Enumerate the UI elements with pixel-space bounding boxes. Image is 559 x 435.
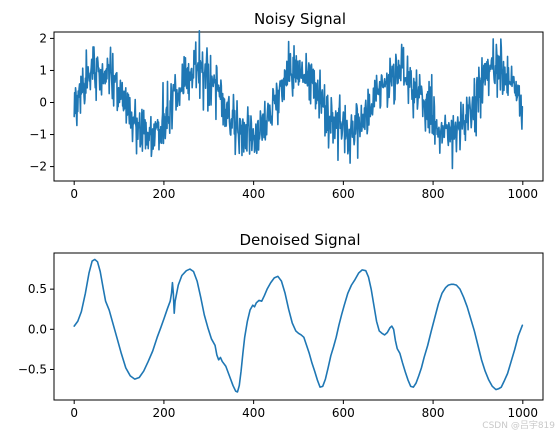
noisy-signal-x-tick-label: 400 [242, 187, 265, 201]
noisy-signal-plot-frame [53, 31, 544, 182]
noisy-signal-y-tick-label: 1 [39, 63, 47, 77]
watermark: CSDN @吕宇819 [482, 421, 555, 431]
noisy-signal-y-tick-label: −1 [29, 128, 47, 142]
noisy-signal-y-tick-label: 2 [39, 31, 47, 45]
denoised-signal-x-tick-label: 400 [242, 406, 265, 420]
noisy-signal-x-ticks: 0 200 400 600 800 1000 [70, 181, 538, 201]
noisy-signal-x-tick-label: 200 [152, 187, 175, 201]
denoised-signal-x-tick-label: 600 [332, 406, 355, 420]
noisy-signal-x-tick-label: 800 [422, 187, 445, 201]
denoised-signal-x-tick-label: 800 [422, 406, 445, 420]
noisy-signal-x-tick-label: 600 [332, 187, 355, 201]
denoised-signal-y-tick-label: 0.0 [28, 322, 47, 336]
noisy-signal-y-tick-label: −2 [29, 160, 47, 174]
noisy-signal-x-tick-label: 1000 [508, 187, 539, 201]
denoised-signal-plot-frame [53, 252, 544, 401]
noisy-signal-x-tick-label: 0 [70, 187, 78, 201]
noisy-signal-axes: Noisy Signal 0 200 400 600 800 1000 −2 −1 0 1 2 [29, 10, 544, 201]
denoised-signal-y-tick-label: −0.5 [18, 362, 47, 376]
denoised-signal-y-ticks: −0.5 0.0 0.5 [18, 282, 54, 376]
denoised-signal-x-tick-label: 0 [70, 406, 78, 420]
denoised-signal-title: Denoised Signal [239, 231, 360, 249]
denoised-signal-axes: Denoised Signal 0 200 400 600 800 1000 −0.5 0.… [18, 231, 544, 420]
denoised-signal-line [73, 258, 524, 393]
denoised-signal-x-ticks: 0 200 400 600 800 1000 [70, 400, 538, 420]
noisy-signal-title: Noisy Signal [254, 10, 346, 28]
noisy-signal-y-tick-label: 0 [39, 95, 47, 109]
denoised-signal-x-tick-label: 200 [152, 406, 175, 420]
noisy-signal-line [73, 29, 524, 170]
denoised-signal-y-tick-label: 0.5 [28, 282, 47, 296]
denoised-signal-x-tick-label: 1000 [508, 406, 539, 420]
noisy-signal-y-ticks: −2 −1 0 1 2 [29, 31, 54, 174]
